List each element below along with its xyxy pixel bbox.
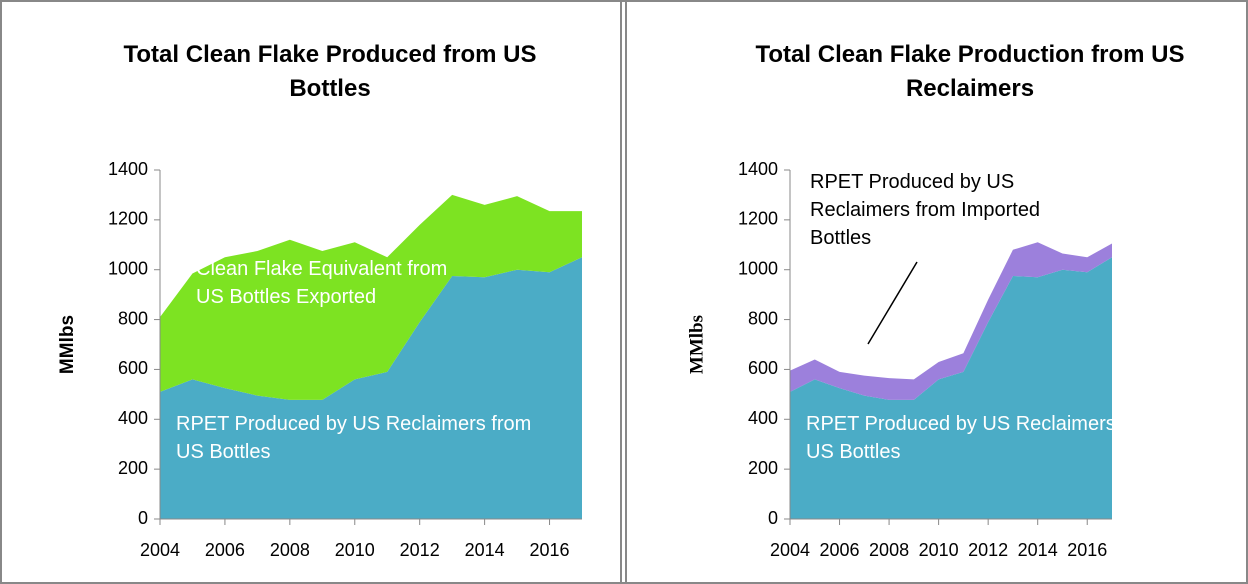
y-tick-label: 200 xyxy=(748,458,778,478)
area xyxy=(790,242,1112,400)
y-tick-label: 1000 xyxy=(738,258,778,278)
series-label: RPET Produced by US Reclaimers from US B… xyxy=(176,413,532,463)
y-tick-label: 0 xyxy=(768,508,778,528)
x-tick-label: 2014 xyxy=(1018,540,1058,560)
y-tick-label: 1400 xyxy=(108,159,148,179)
chart-title: Total Clean Flake Production from US Rec… xyxy=(755,41,1185,102)
series-label: Clean Flake Equivalent from US Bottles E… xyxy=(196,258,448,308)
x-tick-label: 2008 xyxy=(869,540,909,560)
chart-title: Total Clean Flake Produced from US Bottl… xyxy=(123,41,537,102)
y-tick-label: 1400 xyxy=(738,159,778,179)
chart-title-box: Total Clean Flake Production from US Rec… xyxy=(755,41,1185,102)
x-tick-label: 2014 xyxy=(465,540,505,560)
area xyxy=(790,257,1112,519)
y-tick-label: 600 xyxy=(118,358,148,378)
series-label-box: RPET Produced by US Reclaimers from Impo… xyxy=(810,171,1041,249)
x-tick-label: 2006 xyxy=(820,540,860,560)
series-label-box: Clean Flake Equivalent from US Bottles E… xyxy=(196,258,448,308)
chart-title-box: Total Clean Flake Produced from US Bottl… xyxy=(123,41,537,102)
x-tick-label: 2016 xyxy=(530,540,570,560)
y-tick-label: 1200 xyxy=(108,209,148,229)
y-tick-label: 0 xyxy=(138,508,148,528)
area xyxy=(160,194,582,400)
y-tick-label: 800 xyxy=(118,308,148,328)
x-tick-label: 2016 xyxy=(1067,540,1107,560)
x-tick-label: 2010 xyxy=(335,540,375,560)
x-tick-label: 2012 xyxy=(968,540,1008,560)
series-label-box: RPET Produced by US Reclaimers from US B… xyxy=(806,413,1162,463)
y-tick-label: 600 xyxy=(748,358,778,378)
x-tick-label: 2004 xyxy=(140,540,180,560)
y-tick-label: 1200 xyxy=(738,209,778,229)
y-axis-label: MMlbs xyxy=(686,315,707,374)
series-label: RPET Produced by US Reclaimers from Impo… xyxy=(810,171,1041,249)
x-tick-label: 2008 xyxy=(270,540,310,560)
series-label-box: RPET Produced by US Reclaimers from US B… xyxy=(176,413,532,463)
annotation-arrow xyxy=(867,261,918,345)
y-tick-label: 400 xyxy=(118,408,148,428)
y-tick-label: 1000 xyxy=(108,258,148,278)
area xyxy=(160,257,582,519)
y-tick-label: 400 xyxy=(748,408,778,428)
x-tick-label: 2012 xyxy=(400,540,440,560)
y-tick-label: 200 xyxy=(118,458,148,478)
x-tick-label: 2010 xyxy=(919,540,959,560)
y-tick-label: 800 xyxy=(748,308,778,328)
x-tick-label: 2006 xyxy=(205,540,245,560)
series-label: RPET Produced by US Reclaimers from US B… xyxy=(806,413,1162,463)
x-tick-label: 2004 xyxy=(770,540,810,560)
y-axis-label: MMlbs xyxy=(57,315,78,374)
